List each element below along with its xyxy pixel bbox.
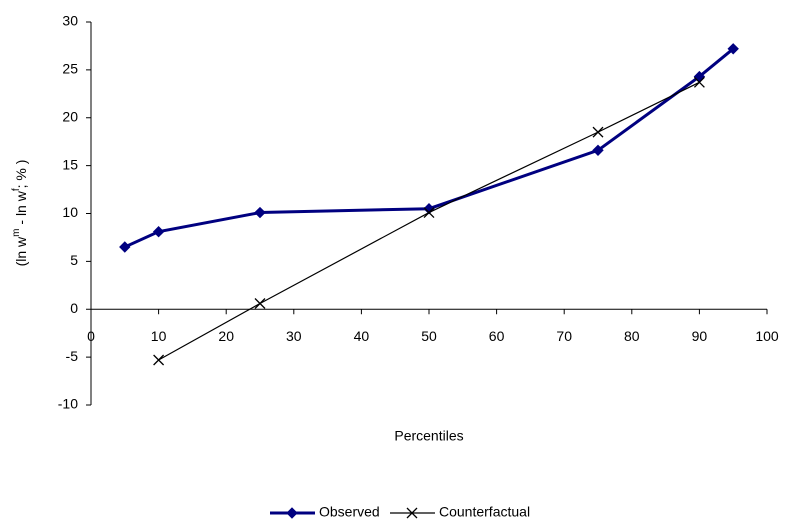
x-tick-label: 20 [218,328,234,344]
legend-marker [286,507,298,519]
x-tick-label: 60 [489,328,505,344]
x-tick-label: 80 [624,328,640,344]
point [592,126,604,138]
legend-label: Counterfactual [439,504,530,520]
x-tick-label: 90 [692,328,708,344]
point [423,207,435,219]
x-tick-label: 100 [755,328,779,344]
y-tick-label: 15 [62,156,78,172]
y-tick-label: 0 [70,300,78,316]
point [254,298,266,309]
point [727,43,739,55]
y-title-sup: f [11,188,22,191]
point [254,206,266,219]
series-line [158,81,700,361]
x-axis-title: Percentiles [394,428,463,444]
y-tick-label: 30 [62,13,78,29]
point [119,241,131,253]
x-tick-label: 50 [421,328,437,344]
series-line [124,47,735,249]
y-tick-label: 25 [62,61,78,77]
legend-marker [406,507,418,519]
x-tick-label: 10 [151,328,167,344]
legend-label: Observed [319,504,380,520]
point [153,354,165,366]
x-tick-label: 40 [354,328,370,344]
y-title-sup: m [11,229,22,237]
y-title-part: ; % ) [13,160,29,189]
x-tick-label: 0 [87,328,95,344]
y-tick-label: -5 [66,348,79,364]
y-tick-label: -10 [58,396,78,412]
y-tick-label: 20 [62,108,78,124]
x-tick-label: 70 [556,328,572,344]
y-title-part: - ln w [13,190,29,228]
y-tick-label: 10 [62,204,78,220]
point [693,76,705,88]
y-axis-title: (ln wm - ln wf; % ) [11,160,29,267]
y-title-part: (ln w [13,236,29,266]
x-tick-label: 30 [286,328,302,344]
point [152,225,165,238]
y-tick-label: 5 [70,252,78,268]
legend: Observed Counterfactual [270,504,530,520]
point [592,144,604,157]
